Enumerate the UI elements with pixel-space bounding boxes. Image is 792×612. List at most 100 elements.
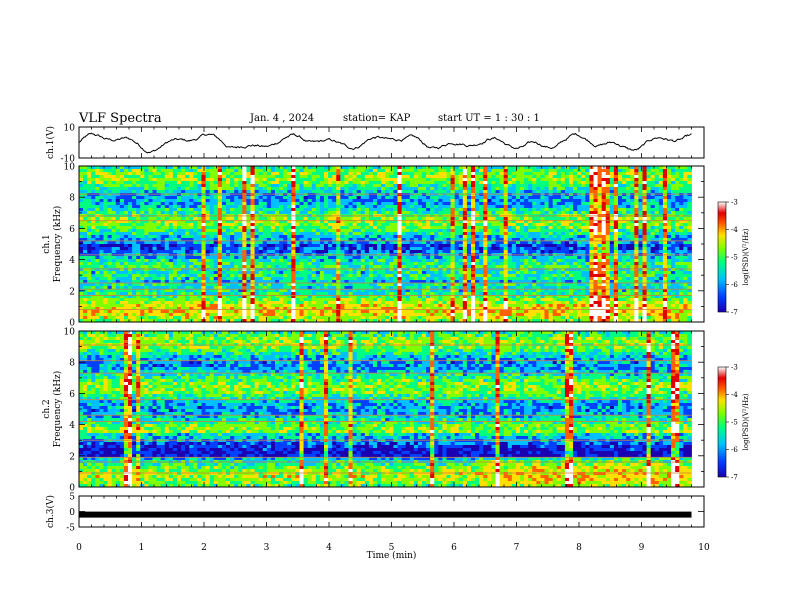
spectrogram-cell bbox=[536, 256, 541, 260]
spectrogram-cell bbox=[479, 199, 484, 203]
spectrogram-cell bbox=[230, 223, 235, 227]
spectrogram-cell bbox=[303, 190, 309, 194]
spectrogram-cell bbox=[152, 223, 157, 227]
spectrogram-cell bbox=[103, 262, 108, 266]
spectrogram-cell bbox=[532, 238, 537, 242]
spectrogram-cell bbox=[520, 205, 525, 209]
spectrogram-cell bbox=[250, 244, 255, 248]
spectrogram-cell bbox=[536, 259, 541, 263]
spectrogram-cell bbox=[360, 175, 366, 179]
spectrogram-cell bbox=[172, 241, 178, 245]
spectrogram-cell bbox=[475, 229, 480, 233]
spectrogram-cell bbox=[536, 187, 541, 191]
spectrogram-cell bbox=[581, 247, 586, 251]
spectrogram-cell bbox=[475, 169, 480, 173]
spectrogram-cell bbox=[662, 178, 668, 182]
spectrogram-cell bbox=[332, 187, 337, 191]
spectrogram-cell bbox=[221, 241, 227, 245]
spectrogram-cell bbox=[605, 199, 611, 203]
spectrogram-cell bbox=[250, 208, 255, 212]
spectrogram-cell bbox=[266, 184, 272, 188]
spectrogram-cell bbox=[111, 169, 117, 173]
spectrogram-cell bbox=[532, 178, 537, 182]
spectrogram-cell bbox=[626, 229, 631, 233]
spectrogram-cell bbox=[319, 178, 325, 182]
spectrogram-cell bbox=[548, 241, 554, 245]
spectrogram-cell bbox=[373, 238, 378, 242]
spectrogram-cell bbox=[234, 169, 239, 173]
spectrogram-cell bbox=[483, 250, 488, 254]
spectrogram-cell bbox=[262, 223, 268, 227]
spectrogram-cell bbox=[177, 226, 182, 230]
spectrogram-cell bbox=[581, 235, 586, 239]
spectrogram-cell bbox=[283, 169, 288, 173]
spectrogram-cell bbox=[401, 259, 407, 263]
spectrogram-cell bbox=[99, 235, 104, 239]
spectrogram-cell bbox=[368, 211, 374, 215]
spectrogram-cell bbox=[381, 187, 386, 191]
spectrogram-cell bbox=[319, 190, 325, 194]
spectrogram-cell bbox=[613, 169, 619, 173]
spectrogram-cell bbox=[148, 217, 153, 221]
spectrogram-cell bbox=[238, 223, 243, 227]
spectrogram-cell bbox=[107, 235, 113, 239]
spectrogram-cell bbox=[275, 211, 280, 215]
spectrogram-cell bbox=[667, 238, 672, 242]
spectrogram-cell bbox=[246, 199, 251, 203]
spectrogram-cell bbox=[479, 256, 484, 260]
spectrogram-cell bbox=[307, 262, 313, 266]
spectrogram-cell bbox=[397, 217, 402, 221]
spectrogram-cell bbox=[360, 211, 366, 215]
spectrogram-cell bbox=[164, 166, 170, 170]
spectrogram-cell bbox=[630, 256, 635, 260]
spectrogram-cell bbox=[577, 226, 582, 230]
spectrogram-cell bbox=[91, 238, 96, 242]
spectrogram-cell bbox=[662, 196, 668, 200]
spectrogram-cell bbox=[340, 244, 345, 248]
spectrogram-cell bbox=[197, 244, 202, 248]
spectrogram-cell bbox=[156, 241, 162, 245]
spectrogram-cell bbox=[144, 172, 149, 176]
spectrogram-cell bbox=[324, 259, 329, 263]
spectrogram-cell bbox=[344, 190, 349, 194]
spectrogram-cell bbox=[319, 256, 325, 260]
spectrogram-cell bbox=[532, 208, 537, 212]
spectrogram-cell bbox=[401, 196, 407, 200]
spectrogram-cell bbox=[377, 229, 382, 233]
spectrogram-cell bbox=[356, 181, 362, 185]
spectrogram-cell bbox=[654, 169, 660, 173]
spectrogram-cell bbox=[499, 178, 505, 182]
spectrogram-cell bbox=[189, 244, 194, 248]
spectrogram-cell bbox=[560, 223, 566, 227]
spectrogram-cell bbox=[683, 259, 688, 263]
spectrogram-cell bbox=[515, 175, 521, 179]
spectrogram-cell bbox=[548, 169, 554, 173]
spectrogram-cell bbox=[201, 238, 206, 242]
spectrogram-cell bbox=[511, 259, 517, 263]
spectrogram-cell bbox=[426, 250, 431, 254]
spectrogram-cell bbox=[397, 169, 402, 173]
spectrogram-cell bbox=[585, 223, 590, 227]
spectrogram-cell bbox=[658, 196, 664, 200]
spectrogram-cell bbox=[283, 250, 288, 254]
spectrogram-cell bbox=[152, 262, 157, 266]
spectrogram-cell bbox=[336, 208, 341, 212]
spectrogram-cell bbox=[95, 247, 100, 251]
spectrogram-cell bbox=[140, 187, 145, 191]
spectrogram-cell bbox=[569, 226, 574, 230]
spectrogram-cell bbox=[177, 244, 182, 248]
spectrogram-cell bbox=[217, 232, 223, 236]
spectrogram-cell bbox=[266, 256, 272, 260]
spectrogram-cell bbox=[311, 190, 317, 194]
spectrogram-cell bbox=[430, 250, 435, 254]
spectrogram-cell bbox=[119, 208, 125, 212]
spectrogram-cell bbox=[495, 217, 500, 221]
spectrogram-cell bbox=[283, 220, 288, 224]
spectrogram-cell bbox=[148, 169, 153, 173]
spectrogram-cell bbox=[507, 229, 513, 233]
spectrogram-cell bbox=[95, 232, 100, 236]
spectrogram-cell bbox=[185, 217, 190, 221]
spectrogram-cell bbox=[536, 184, 541, 188]
spectrogram-cell bbox=[373, 223, 378, 227]
